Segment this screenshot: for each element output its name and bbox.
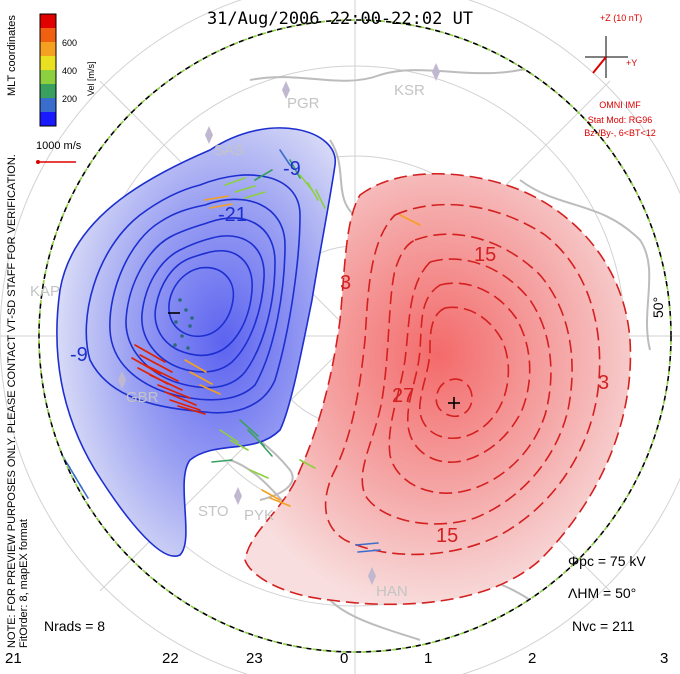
colorbar-swatch <box>40 112 56 126</box>
colorbar-label: Vel [m/s] <box>86 61 96 96</box>
latitude-label: 50° <box>650 296 666 318</box>
mlt-axis-tick-23: 23 <box>246 650 263 667</box>
max-potential-marker <box>448 397 460 409</box>
fit-order-note: FitOrder: 8, mapEX format <box>18 519 30 648</box>
station-label-sas: SAS <box>214 142 245 159</box>
contour-label-pos-15-top: 15 <box>474 244 497 266</box>
colorbar-tick-600: 600 <box>62 38 78 48</box>
imf-bz-label: +Z (10 nT) <box>600 13 643 23</box>
negative-cell-fill <box>56 127 336 557</box>
imf-condition: Bz-/By-, 6<BT<12 <box>584 128 656 138</box>
radar-count: Nrads = 8 <box>44 618 106 634</box>
colorbar <box>39 13 57 127</box>
contour-label-neg-21: -21 <box>218 204 247 226</box>
colorbar-tick-200: 200 <box>62 94 78 104</box>
cross-polar-potential: Φpc = 75 kV <box>568 553 646 569</box>
colorbar-frame <box>39 13 57 127</box>
colorbar-swatch <box>40 28 56 42</box>
mlt-axis-tick-21: 21 <box>5 650 22 667</box>
scale-vector-label: 1000 m/s <box>36 140 82 152</box>
imf-vector <box>592 56 607 74</box>
positive-contours <box>244 172 632 606</box>
colorbar-swatch <box>40 84 56 98</box>
imf-source: OMNI IMF <box>599 100 641 110</box>
mlt-coordinates-label: MLT coordinates <box>6 15 18 96</box>
contour-label-pos-3-top: 3 <box>340 272 352 294</box>
imf-model: Stat Mod: RG96 <box>587 115 653 125</box>
station-label-han: HAN <box>376 583 408 600</box>
radar-site-markers <box>118 63 440 585</box>
colorbar-swatch <box>40 56 56 70</box>
vector-count: Nvc = 211 <box>572 618 635 634</box>
plot-title: 31/Aug/2006 22:00-22:02 UT <box>206 9 474 29</box>
hm-boundary <box>38 19 672 653</box>
colorbar-swatch <box>40 14 56 28</box>
colorbar-swatch <box>40 98 56 112</box>
station-label-pyk: PYK <box>244 507 275 524</box>
mlt-axis-tick-22: 22 <box>162 650 179 667</box>
contour-label-pos-15-bottom: 15 <box>436 525 459 547</box>
preview-note: NOTE: FOR PREVIEW PURPOSES ONLY. PLEASE … <box>6 154 18 648</box>
mlt-axis-tick-3: 3 <box>660 650 669 667</box>
hm-boundary-latitude: ΛHM = 50° <box>568 585 637 601</box>
contour-label-pos-27: 27 <box>392 385 415 407</box>
positive-cell-fill <box>245 173 631 605</box>
mlt-axis-tick-2: 2 <box>528 650 537 667</box>
colorbar-swatch <box>40 42 56 56</box>
imf-by-label: +Y <box>626 58 638 68</box>
contour-label-pos-3-right: 3 <box>598 372 610 394</box>
station-label-gbr: GBR <box>126 389 159 406</box>
station-label-sto: STO <box>198 503 229 520</box>
colorbar-tick-400: 400 <box>62 66 78 76</box>
contour-label-neg-9-left: -9 <box>70 344 88 366</box>
contour-label-neg-9-top: -9 <box>283 158 301 180</box>
station-label-pgr: PGR <box>287 95 320 112</box>
colorbar-swatch <box>40 70 56 84</box>
station-label-ksr: KSR <box>394 82 425 99</box>
mlt-axis-tick-1: 1 <box>424 650 433 667</box>
mlt-axis-tick-0: 0 <box>340 650 349 667</box>
station-label-kap: KAP <box>30 283 61 300</box>
velocity-vectors <box>61 149 421 553</box>
